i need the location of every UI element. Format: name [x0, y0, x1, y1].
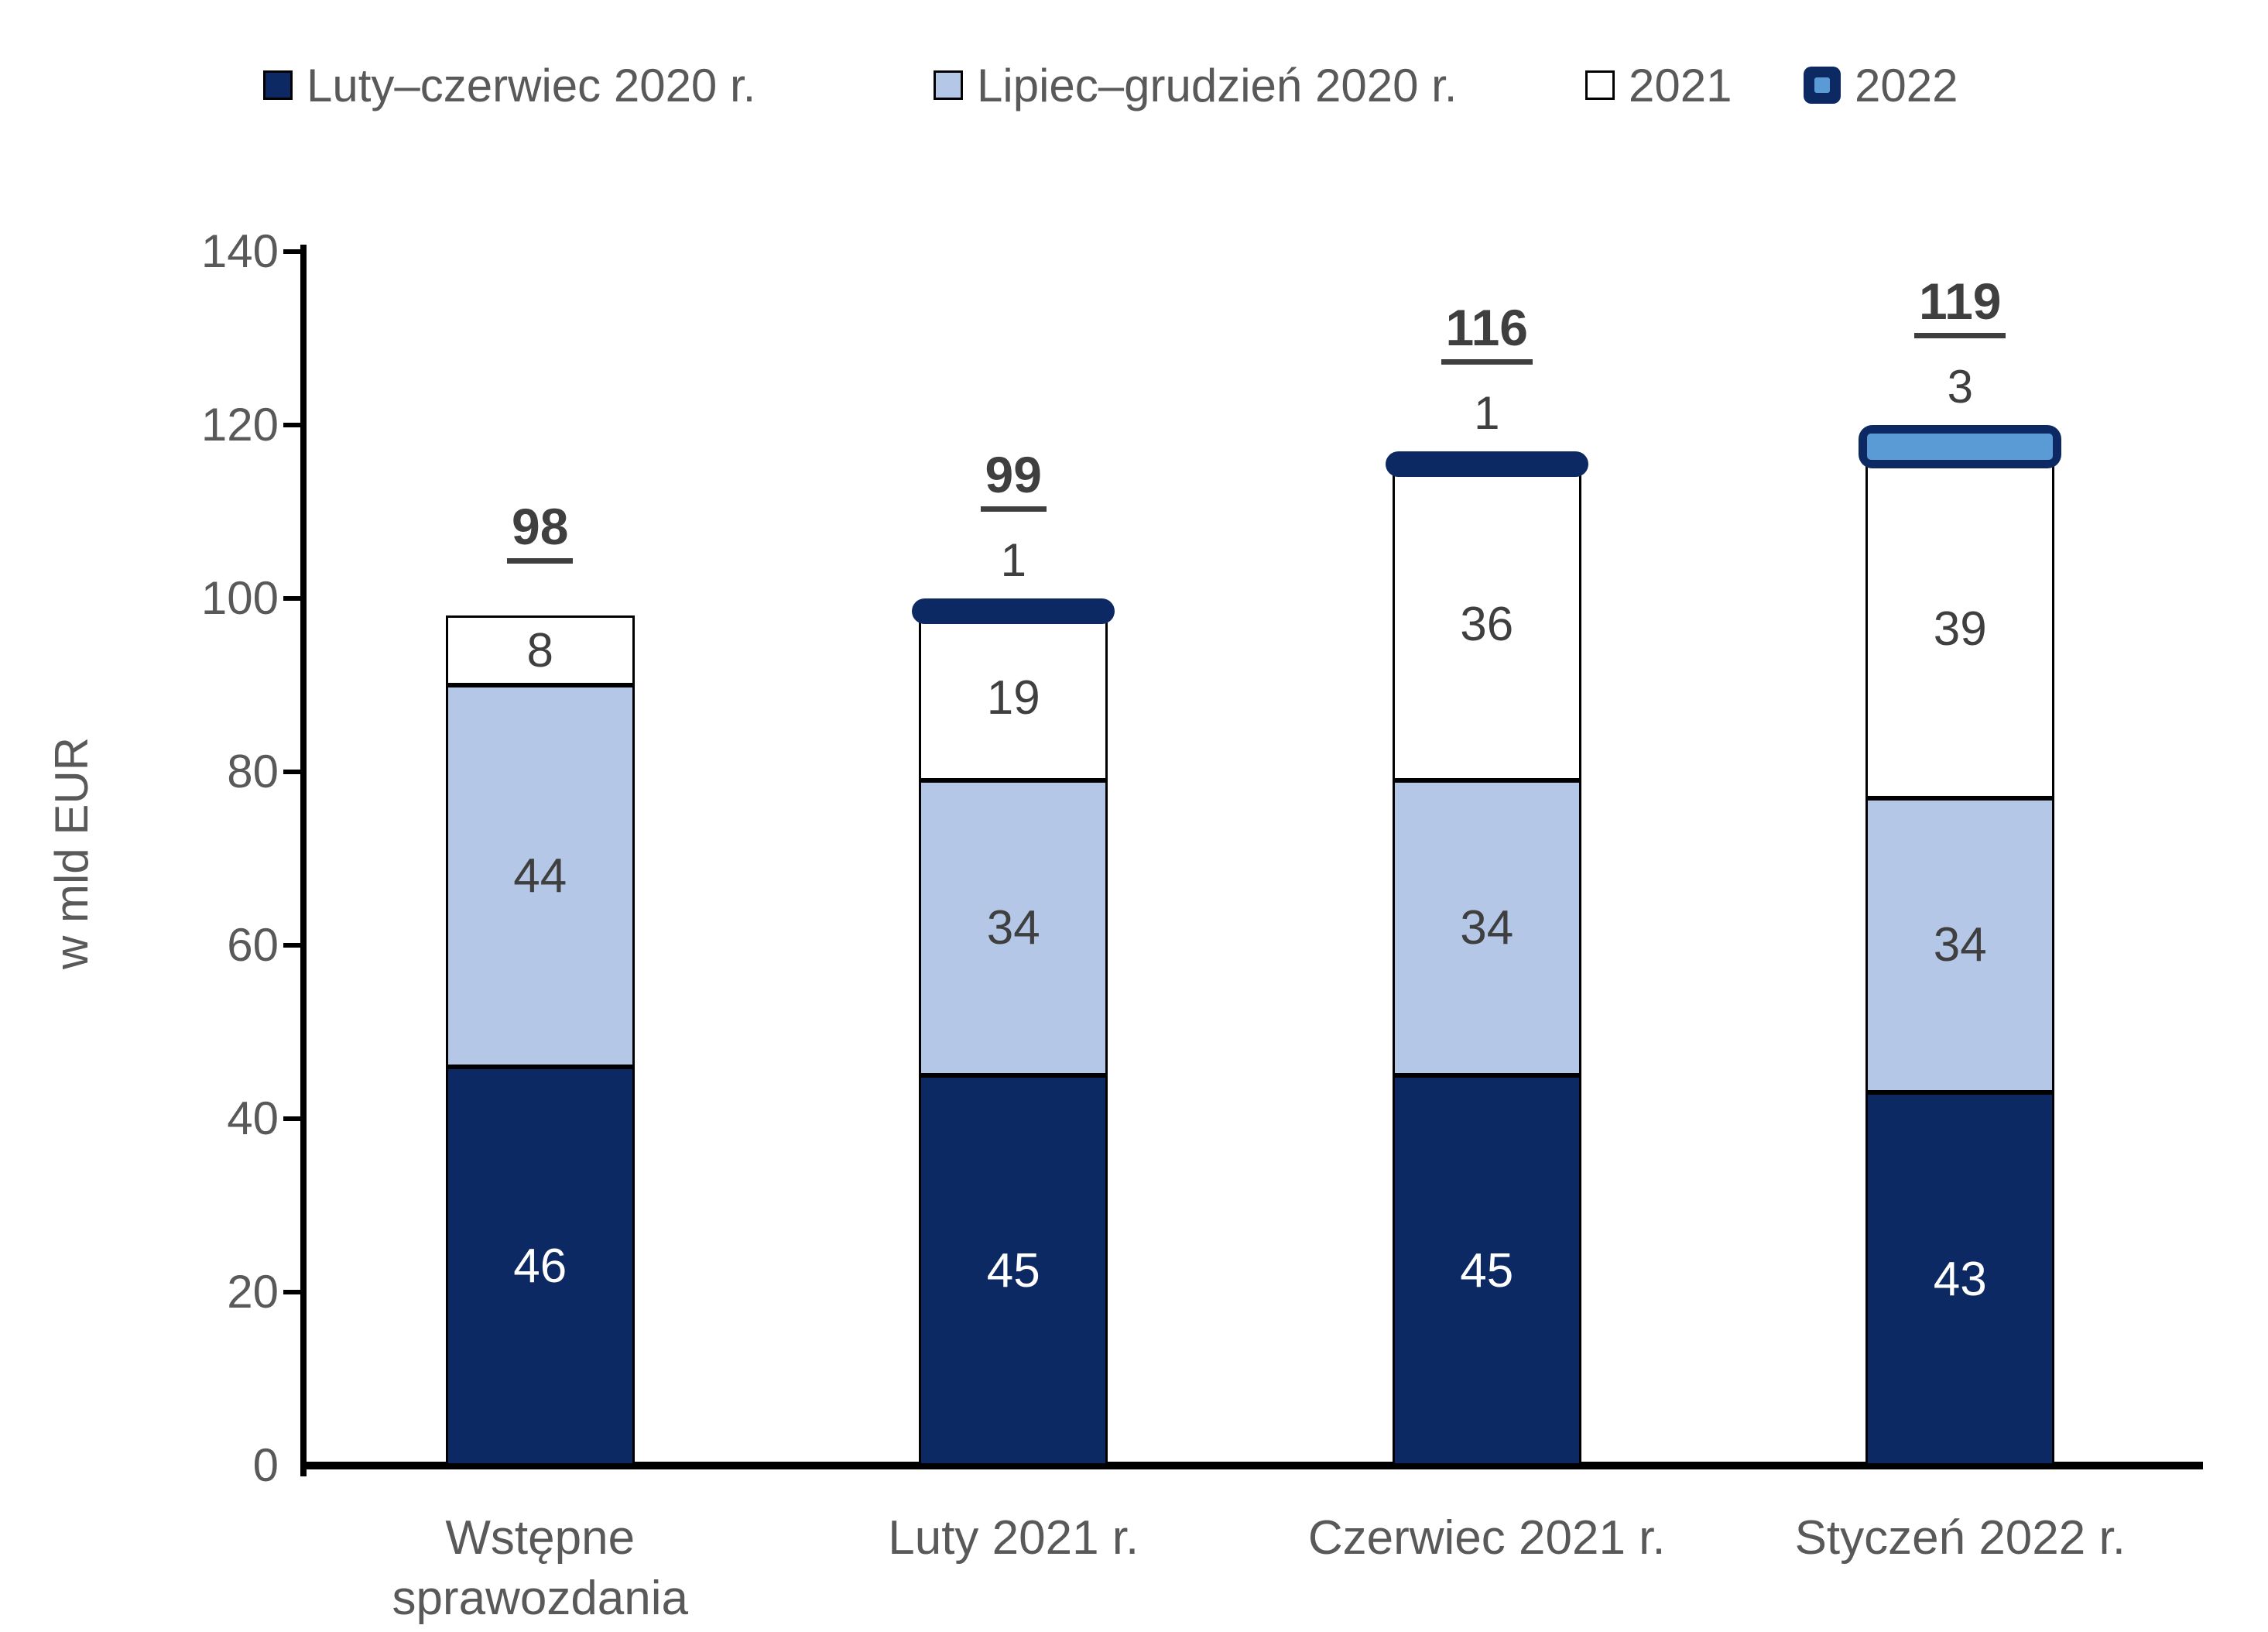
bar-segment-2021 [1392, 468, 1581, 781]
bar-segment-value: 45 [986, 1243, 1040, 1298]
bar-segment-value: 34 [1933, 918, 1987, 972]
y-axis-tick-label: 140 [200, 225, 279, 277]
bar-segment-2022 [1385, 451, 1588, 477]
bar-segment-2021 [1865, 459, 2055, 798]
bar-segment-2022 [1859, 425, 2062, 468]
bar-segment-value: 19 [986, 671, 1040, 725]
y-axis-tick [283, 1116, 303, 1121]
bar-segment-value: 39 [1933, 602, 1987, 656]
y-axis-tick [283, 770, 303, 774]
bar-segment-value: 46 [513, 1239, 567, 1293]
y-axis-tick-label: 0 [252, 1439, 279, 1491]
bar-segment-value: 44 [513, 849, 567, 903]
y-axis-tick-label: 40 [227, 1092, 279, 1144]
y-axis-tick-label: 60 [227, 919, 279, 971]
y-axis-tick [283, 596, 303, 601]
legend-label: Luty–czerwiec 2020 r. [307, 59, 756, 111]
y-axis-tick-label: 20 [227, 1266, 279, 1318]
legend-item-2022: 2022 [1804, 59, 1958, 111]
x-axis-label: Luty 2021 r. [888, 1511, 1139, 1565]
total-value: 119 [1914, 274, 2006, 339]
y-axis-tick [283, 249, 303, 254]
legend-swatch-light-blue [934, 70, 963, 100]
bar-segment-2021 [445, 615, 635, 685]
y-axis-title: w mld EUR [46, 736, 98, 970]
x-axis-label: Czerwiec 2021 r. [1307, 1511, 1666, 1565]
bar-segment-2022-value: 1 [1000, 534, 1026, 587]
y-axis-tick [283, 423, 303, 427]
legend-swatch-navy [263, 70, 293, 100]
legend-item-lipiec-grudzien-2020: Lipiec–grudzień 2020 r. [934, 59, 1458, 111]
total-value: 98 [507, 499, 574, 564]
bar-segment-feb-jun-2020 [1392, 1075, 1581, 1466]
bar-segment-feb-jun-2020 [445, 1066, 635, 1466]
y-axis-tick-label: 100 [200, 572, 279, 624]
y-axis-line [300, 245, 307, 1476]
bar-segment-jul-dec-2020 [1392, 780, 1581, 1075]
bar-segment-value: 36 [1460, 598, 1514, 652]
bar-segment-2021 [919, 615, 1108, 781]
x-axis-line [300, 1462, 2203, 1469]
bar-segment-jul-dec-2020 [1865, 797, 2055, 1093]
total-label: 99 [858, 447, 1168, 513]
total-value: 99 [980, 447, 1047, 513]
y-axis-tick-label: 120 [200, 399, 279, 451]
legend-label: 2021 [1629, 59, 1732, 111]
bar-segment-jul-dec-2020 [919, 780, 1108, 1075]
legend-label: 2022 [1855, 59, 1958, 111]
legend-swatch-2022-fill [1814, 77, 1830, 93]
total-value: 116 [1441, 300, 1533, 365]
legend-item-luty-czerwiec-2020: Luty–czerwiec 2020 r. [263, 59, 756, 111]
bar-segment-value: 45 [1460, 1243, 1514, 1298]
bar-segment-value: 34 [1460, 901, 1514, 955]
bar-segment-2022 [912, 598, 1115, 625]
bar-segment-2022-fill [1867, 434, 2054, 460]
y-axis-tick-label: 80 [227, 746, 279, 797]
legend-swatch-2022-capsule [1804, 67, 1841, 104]
bar-segment-feb-jun-2020 [919, 1075, 1108, 1466]
y-axis-tick [283, 1290, 303, 1294]
bar-segment-2022-value: 1 [1474, 386, 1500, 439]
bar-segment-value: 34 [986, 901, 1040, 955]
legend-label: Lipiec–grudzień 2020 r. [977, 59, 1458, 111]
x-axis-label: Styczeń 2022 r. [1794, 1511, 2126, 1565]
total-label: 116 [1332, 300, 1642, 365]
bar-segment-value: 43 [1933, 1252, 1987, 1306]
total-label: 98 [385, 499, 695, 564]
x-axis-label: Wstępne sprawozdania [392, 1511, 689, 1625]
legend-item-2021: 2021 [1585, 59, 1732, 111]
y-axis-tick [283, 943, 303, 948]
bar-segment-value: 8 [526, 623, 553, 677]
bar-segment-feb-jun-2020 [1865, 1092, 2055, 1466]
bar-segment-2022-value: 3 [1947, 361, 1973, 413]
legend-swatch-white [1585, 70, 1615, 100]
bar-segment-jul-dec-2020 [445, 685, 635, 1067]
total-label: 119 [1805, 274, 2115, 339]
